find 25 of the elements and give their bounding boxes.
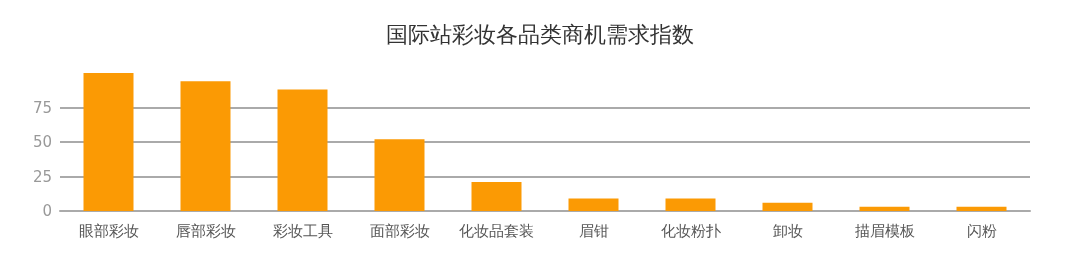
bar bbox=[83, 73, 134, 211]
x-tick-label: 唇部彩妆 bbox=[175, 221, 236, 240]
x-tick-label: 眉钳 bbox=[578, 221, 609, 240]
x-tick-label: 闪粉 bbox=[966, 221, 997, 240]
bar bbox=[859, 206, 910, 211]
bar bbox=[956, 206, 1007, 211]
x-tick-label: 面部彩妆 bbox=[369, 221, 430, 240]
y-tick-label: 25 bbox=[32, 167, 52, 186]
bar bbox=[471, 182, 522, 211]
bar bbox=[665, 198, 716, 211]
bar bbox=[374, 139, 425, 211]
chart-title: 国际站彩妆各品类商机需求指数 bbox=[386, 21, 694, 47]
x-tick-label: 卸妆 bbox=[772, 221, 803, 240]
x-tick-label: 眼部彩妆 bbox=[78, 221, 139, 240]
bar bbox=[277, 89, 328, 211]
y-tick-label: 0 bbox=[42, 202, 52, 220]
bar bbox=[762, 202, 813, 211]
x-tick-label: 化妆品套装 bbox=[459, 221, 534, 240]
y-tick-label: 50 bbox=[32, 133, 52, 151]
y-tick-label: 75 bbox=[32, 98, 52, 117]
x-tick-label: 化妆粉扑 bbox=[660, 221, 721, 240]
bar bbox=[568, 198, 619, 211]
x-tick-label: 彩妆工具 bbox=[272, 221, 333, 240]
bar bbox=[180, 81, 231, 211]
x-tick-label: 描眉模板 bbox=[854, 221, 915, 240]
